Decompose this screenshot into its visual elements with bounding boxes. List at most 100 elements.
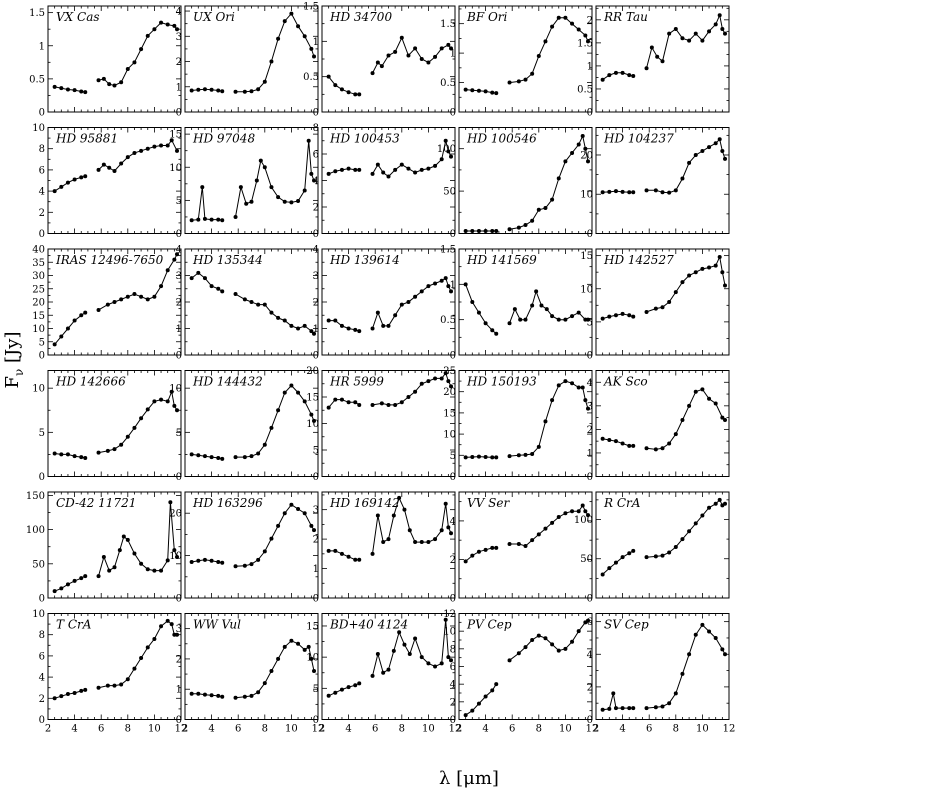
y-tick-label: 40 (32, 245, 45, 256)
data-point (276, 36, 281, 41)
data-point (507, 658, 512, 663)
data-point (419, 167, 424, 172)
data-point (490, 545, 495, 550)
data-point (723, 156, 728, 161)
data-point (216, 286, 221, 291)
series-line-segment (328, 76, 360, 95)
series-line-segment (235, 384, 315, 458)
data-point (233, 214, 238, 219)
panel-label: HD 34700 (329, 10, 392, 24)
data-point (627, 190, 632, 195)
data-point (476, 310, 481, 315)
data-point (673, 188, 678, 193)
y-tick-label: 1.5 (577, 38, 593, 49)
data-point (125, 294, 130, 299)
y-tick-label: 0.5 (577, 84, 593, 95)
y-tick-label: 0 (176, 594, 182, 605)
y-tick-label: 0 (313, 594, 319, 605)
data-point (72, 578, 77, 583)
data-point (463, 713, 468, 718)
y-tick-label: 1 (176, 82, 182, 93)
y-tick-label: 6 (450, 662, 456, 673)
data-point (172, 23, 177, 28)
data-point (419, 289, 424, 294)
data-point (339, 397, 344, 402)
x-tick-label: 10 (696, 724, 709, 735)
y-tick-label: 2 (313, 203, 319, 214)
data-point (583, 33, 588, 38)
y-tick-label: 0 (587, 108, 593, 119)
data-point (600, 77, 605, 82)
data-point (413, 636, 418, 641)
y-tick-label: 0.5 (440, 315, 456, 326)
data-point (339, 687, 344, 692)
data-point (723, 283, 728, 288)
data-point (159, 284, 164, 289)
data-point (220, 218, 225, 223)
data-point (83, 455, 88, 460)
data-point (145, 146, 150, 151)
data-point (644, 446, 649, 451)
data-point (59, 586, 64, 591)
data-point (196, 217, 201, 222)
data-point (530, 452, 535, 457)
y-tick-label: 0 (313, 715, 319, 726)
data-point (370, 171, 375, 176)
data-point (449, 531, 454, 536)
data-point (570, 21, 575, 26)
data-point (152, 636, 157, 641)
data-point (59, 184, 64, 189)
data-point (723, 31, 728, 36)
y-tick-label: 1 (450, 49, 456, 60)
y-tick-label: 5 (450, 451, 456, 462)
data-point (302, 511, 307, 516)
data-point (490, 455, 495, 460)
data-point (687, 403, 692, 408)
data-point (476, 88, 481, 93)
panel-ak-sco: 0 1 2 3 4 AK Sco (587, 370, 730, 483)
series-line-segment (98, 389, 178, 454)
data-point (544, 307, 549, 312)
data-point (586, 618, 591, 623)
data-point (269, 425, 274, 430)
panel-hd-104237: 0 10 20 HD 104237 (580, 127, 730, 240)
y-tick-label: 0 (176, 108, 182, 119)
data-point (449, 289, 454, 294)
data-point (687, 273, 692, 278)
data-point (536, 54, 541, 59)
data-point (175, 632, 180, 637)
data-point (302, 647, 307, 652)
data-point (386, 537, 391, 542)
panel-r-cra: 0 50 100 R CrA (574, 491, 730, 605)
x-tick-label: 12 (312, 724, 325, 735)
data-point (379, 401, 384, 406)
y-tick-label: 10 (169, 551, 182, 562)
data-point (576, 27, 581, 32)
series-line-segment (372, 619, 452, 677)
data-point (339, 167, 344, 172)
y-tick-label: 50 (443, 187, 456, 198)
y-tick-label: 3 (587, 401, 593, 412)
data-point (406, 395, 411, 399)
y-tick-label: 12 (443, 609, 456, 620)
series-line-segment (646, 499, 726, 558)
data-point (673, 544, 678, 549)
data-point (613, 189, 618, 194)
x-tick-label: 10 (285, 724, 298, 735)
data-point (165, 558, 170, 563)
data-point (79, 688, 84, 693)
y-tick-label: 10 (443, 627, 456, 638)
data-point (132, 60, 137, 65)
data-point (490, 90, 495, 95)
data-point (393, 49, 398, 54)
data-point (463, 228, 468, 233)
data-point (653, 306, 658, 311)
data-point (152, 144, 157, 149)
data-point (723, 652, 728, 657)
data-point (276, 408, 281, 413)
data-point (449, 658, 454, 663)
data-point (407, 528, 412, 533)
data-point (687, 160, 692, 165)
data-point (262, 79, 267, 84)
